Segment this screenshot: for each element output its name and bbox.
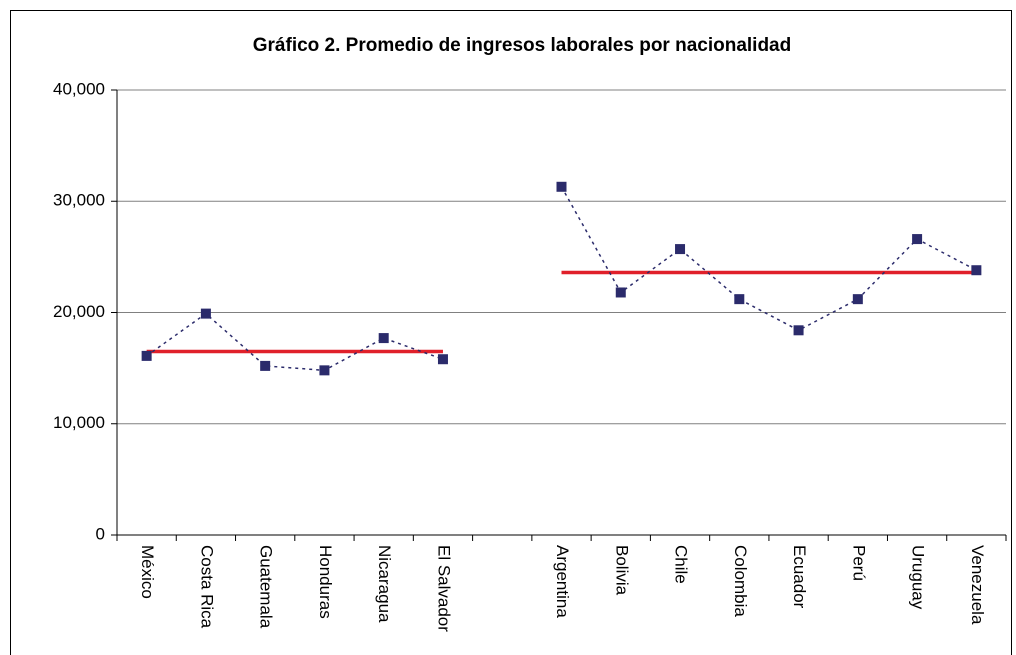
x-tick-label: Ecuador — [790, 545, 809, 609]
x-tick-label: Perú — [849, 545, 868, 581]
marker — [200, 308, 211, 319]
x-tick-label: Bolivia — [612, 545, 631, 596]
x-tick-label: Costa Rica — [197, 545, 216, 629]
x-tick-label: El Salvador — [434, 545, 453, 632]
x-tick-label: Argentina — [553, 545, 572, 618]
x-tick-label: Colombia — [731, 545, 750, 617]
x-tick-label: Nicaragua — [375, 545, 394, 623]
marker — [141, 350, 152, 361]
x-tick-label: México — [138, 545, 157, 599]
marker — [852, 294, 863, 305]
marker — [615, 287, 626, 298]
marker — [319, 365, 330, 376]
chart-frame — [10, 10, 1012, 655]
x-tick-label: Uruguay — [909, 545, 928, 610]
y-tick-label: 10,000 — [53, 413, 105, 432]
marker — [675, 244, 686, 255]
marker — [912, 234, 923, 245]
marker — [260, 360, 271, 371]
chart-title: Gráfico 2. Promedio de ingresos laborale… — [253, 35, 791, 56]
series-line — [146, 270, 977, 354]
y-tick-label: 20,000 — [53, 302, 105, 321]
x-tick-label: Venezuela — [968, 545, 987, 625]
marker — [437, 354, 448, 365]
series-line — [146, 186, 977, 372]
marker — [734, 294, 745, 305]
y-tick-label: 0 — [96, 524, 105, 543]
marker — [378, 333, 389, 344]
x-tick-label: Chile — [672, 545, 691, 584]
y-tick-label: 30,000 — [53, 191, 105, 210]
marker — [793, 325, 804, 336]
marker — [556, 181, 567, 192]
x-tick-label: Guatemala — [257, 545, 276, 629]
y-tick-label: 40,000 — [53, 79, 105, 98]
x-tick-label: Honduras — [316, 545, 335, 619]
marker — [971, 265, 982, 276]
